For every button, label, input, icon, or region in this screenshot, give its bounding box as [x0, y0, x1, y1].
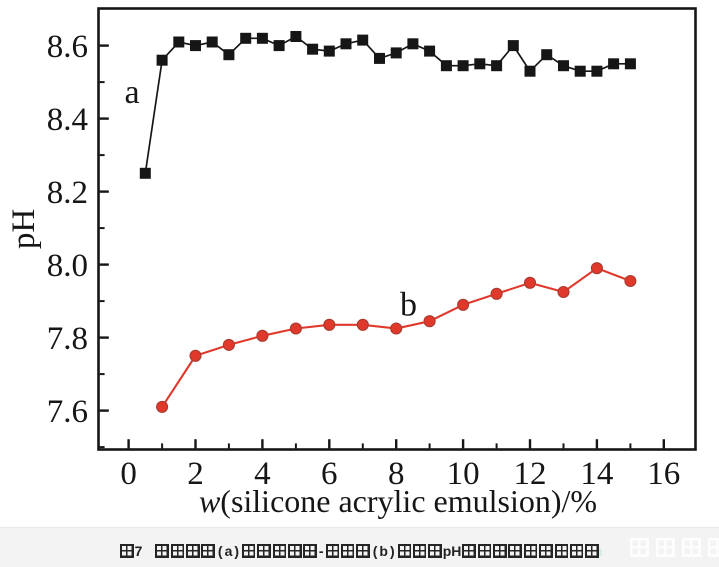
svg-text:8: 8: [388, 456, 405, 492]
svg-text:pH: pH: [6, 209, 42, 249]
svg-text:4: 4: [254, 456, 271, 492]
svg-text:8.0: 8.0: [47, 248, 88, 284]
svg-text:16: 16: [647, 456, 680, 492]
svg-text:8.6: 8.6: [47, 29, 88, 65]
svg-text:7.8: 7.8: [47, 321, 88, 357]
svg-text:b: b: [400, 287, 417, 324]
svg-text:10: 10: [447, 456, 480, 492]
svg-text:7.6: 7.6: [47, 394, 88, 430]
svg-text:12: 12: [514, 456, 547, 492]
svg-text:8.4: 8.4: [47, 102, 88, 138]
svg-text:0: 0: [120, 456, 137, 492]
svg-text:6: 6: [321, 456, 338, 492]
svg-text:w(silicone acrylic emulsion)/%: w(silicone acrylic emulsion)/%: [199, 483, 597, 519]
svg-text:8.2: 8.2: [47, 175, 88, 211]
svg-text:a: a: [124, 74, 139, 111]
svg-text:14: 14: [580, 456, 613, 492]
svg-text:2: 2: [187, 456, 204, 492]
